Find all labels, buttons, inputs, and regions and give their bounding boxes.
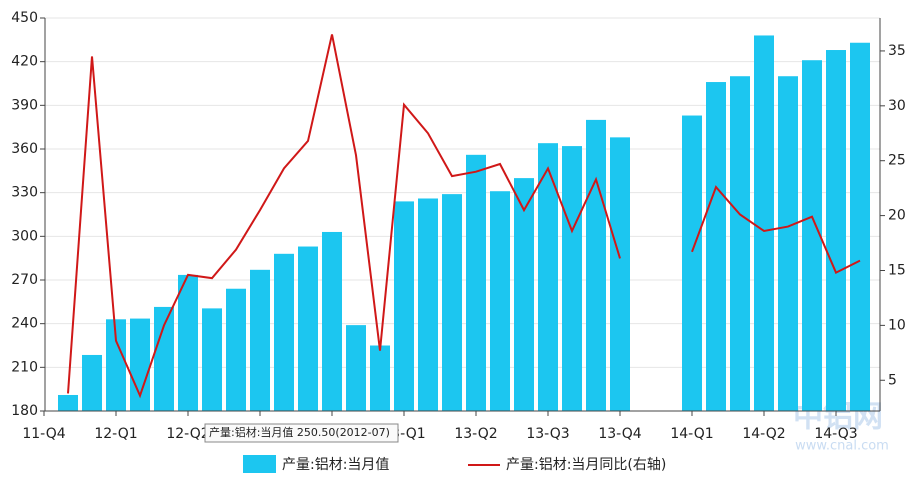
tooltip: 产量:铝材:当月值 250.50(2012-07) (209, 425, 390, 439)
line (691, 185, 861, 275)
y-tick-label: 300 (11, 228, 38, 244)
bar (178, 274, 198, 411)
y-tick-label: 360 (11, 141, 38, 157)
y2-tick-label: 15 (888, 262, 906, 278)
bar (778, 76, 798, 411)
x-tick-label: 13-Q2 (454, 426, 497, 442)
bar (514, 178, 534, 411)
bar (226, 288, 246, 411)
bar (730, 76, 750, 411)
x-tick-label: 13-Q3 (526, 426, 569, 442)
legend-label: 产量:铝材:当月同比(右轴) (506, 457, 666, 473)
bar (130, 318, 150, 411)
x-tick-label: 11-Q4 (22, 426, 65, 442)
y2-tick-label: 5 (888, 372, 897, 388)
bar (490, 191, 510, 411)
bar (826, 50, 846, 412)
bar (274, 253, 294, 411)
tooltip-box (204, 423, 399, 443)
bar (610, 137, 630, 411)
bar (202, 308, 222, 411)
bar (802, 60, 822, 411)
y2-tick-label: 35 (888, 43, 906, 59)
y2-tick-label: 25 (888, 153, 906, 169)
x-tick-label: 12-Q1 (94, 426, 137, 442)
legend-label: 产量:铝材:当月值 (282, 457, 389, 473)
bar (370, 345, 390, 411)
y2-tick-label: 10 (888, 317, 906, 333)
x-tick-label: 13-Q4 (598, 426, 641, 442)
x-tick-label: 14-Q1 (670, 426, 713, 442)
y2-tick-label: 30 (888, 98, 906, 114)
bar (850, 42, 870, 411)
bar (346, 325, 366, 411)
watermark: www.cnal.com (795, 439, 889, 454)
bar (442, 194, 462, 411)
line (67, 34, 621, 399)
x-tick-label: 12-Q2 (166, 426, 209, 442)
x-tick-label: 14-Q3 (814, 426, 857, 442)
x-tick-label: 14-Q2 (742, 426, 785, 442)
y-tick-label: 420 (11, 54, 38, 70)
bar (322, 231, 342, 411)
y-tick-label: 450 (11, 10, 38, 26)
bar (394, 201, 414, 411)
y-tick-label: 390 (11, 97, 38, 113)
bar (298, 246, 318, 411)
bar (562, 146, 582, 412)
bar (250, 269, 270, 411)
bar (154, 306, 174, 411)
y-tick-label: 330 (11, 185, 38, 201)
y-tick-label: 240 (11, 316, 38, 332)
bar (106, 319, 126, 411)
bar (706, 82, 726, 412)
bar (58, 394, 78, 411)
bar (682, 115, 702, 412)
bar (538, 143, 558, 411)
legend-swatch (243, 455, 276, 473)
bar (466, 154, 486, 412)
y-tick-label: 180 (11, 403, 38, 419)
y-tick-label: 210 (11, 359, 38, 375)
bar (586, 119, 606, 411)
y-tick-label: 270 (11, 272, 38, 288)
y2-tick-label: 20 (888, 208, 906, 224)
bar (82, 354, 102, 411)
bar (418, 198, 438, 411)
bar (754, 35, 774, 411)
